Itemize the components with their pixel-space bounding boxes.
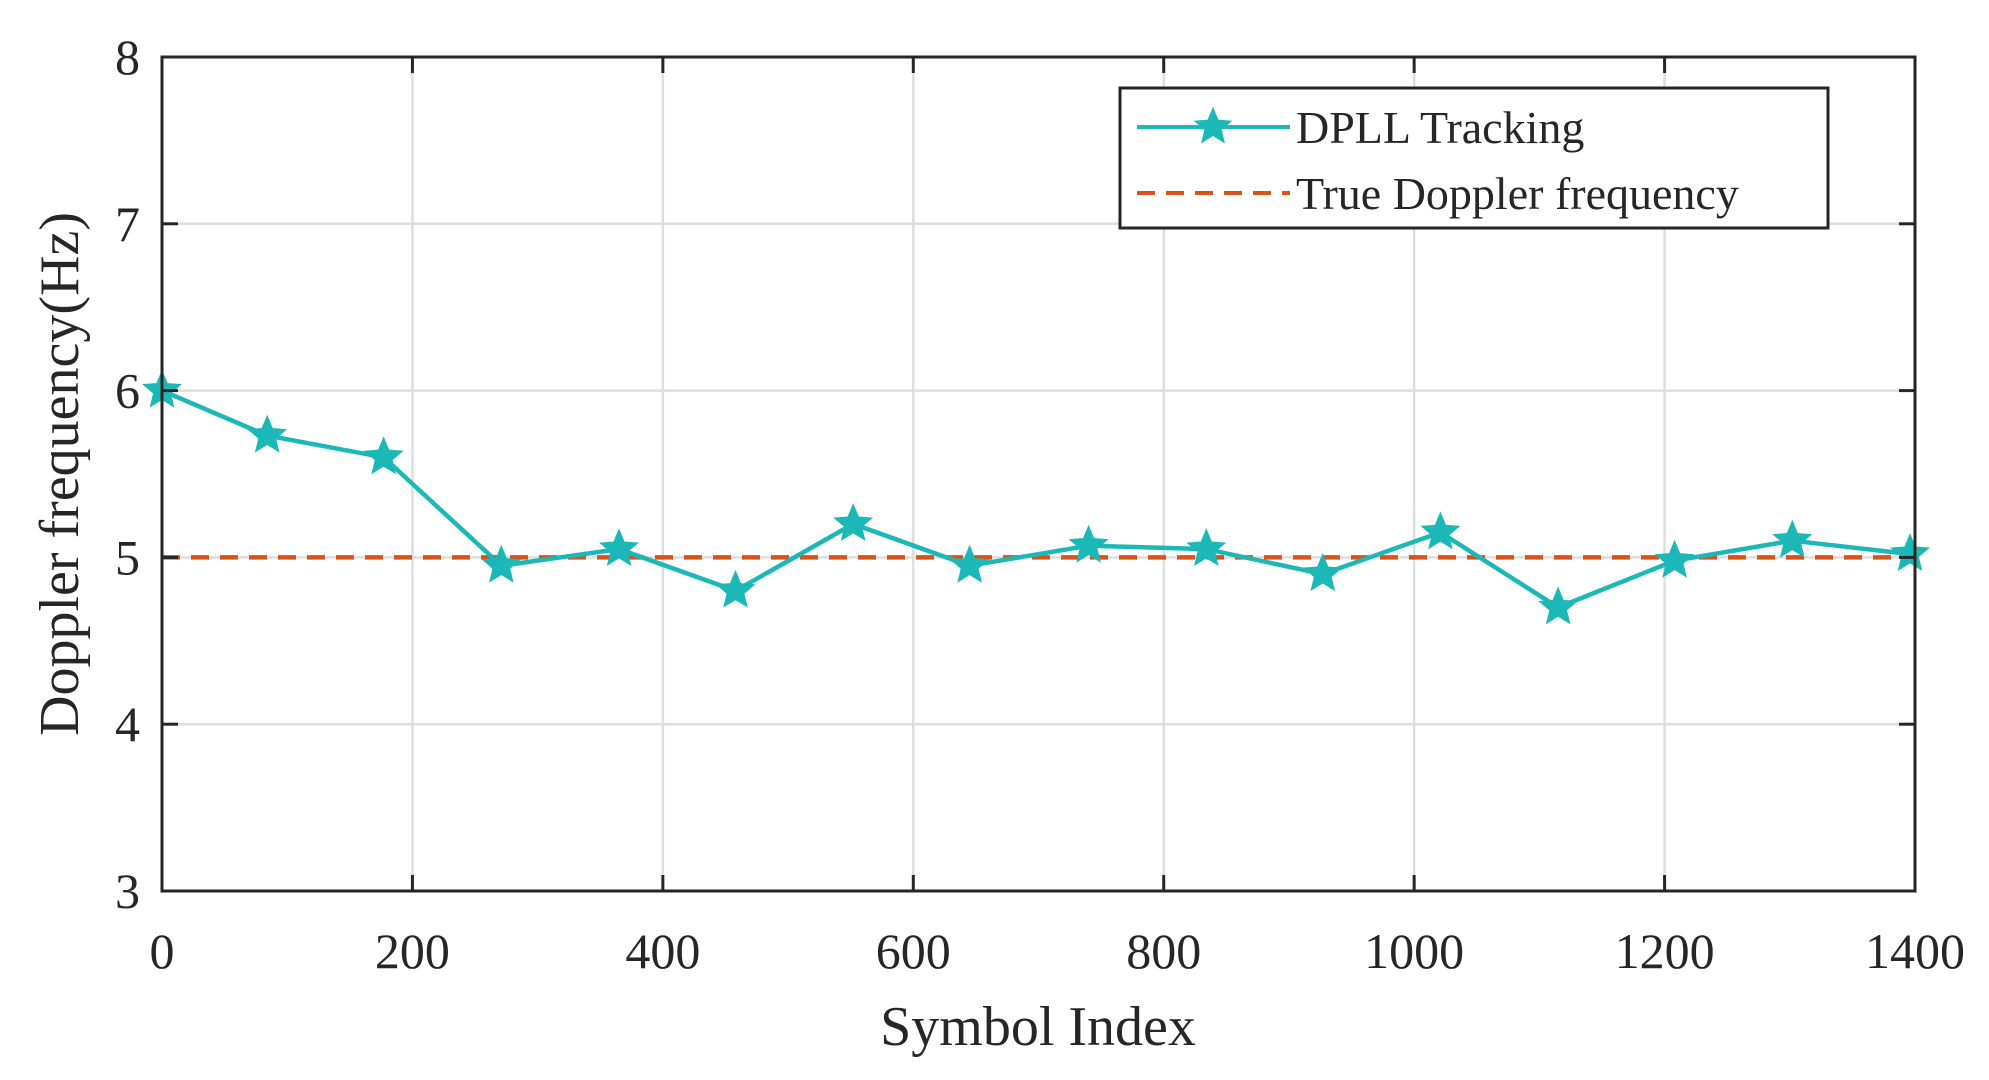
x-axis-label: Symbol Index [880,996,1196,1058]
data-point-star [715,569,756,608]
data-point-star [247,414,288,453]
y-tick-label: 4 [115,696,140,752]
data-point-star [1420,511,1461,550]
data-point-star [1890,533,1930,571]
data-point-star [1186,528,1227,566]
y-tick-label: 3 [115,863,140,919]
data-point-star [1772,519,1813,558]
data-point-star [833,503,874,541]
series-dpll-tracking-line [161,388,1911,610]
y-axis-label: Doppler frequency(Hz) [29,212,91,736]
data-point-star [481,544,522,583]
x-tick-label: 0 [150,923,175,979]
ticks [160,55,1917,893]
legend-box [1118,86,1830,230]
legend-label-true-doppler-frequency: True Doppler frequency [1296,168,1739,219]
data-point-star [1654,539,1695,578]
x-tick-label: 1200 [1615,923,1715,979]
y-tick-label: 5 [115,529,140,585]
data-point-star [1068,524,1109,563]
x-tick-label: 200 [375,923,450,979]
data-point-star [1302,553,1343,592]
x-tick-label: 400 [625,923,700,979]
y-tick-label: 6 [115,363,140,419]
plot-frame [160,55,1917,893]
legend-label-dpll-tracking: DPLL Tracking [1296,102,1584,153]
x-tick-label: 1000 [1364,923,1464,979]
x-tick-label: 1400 [1865,923,1965,979]
tick-labels: 0 200 400 600 800 1000 1200 1400 3 4 5 6 7 8 [115,29,1965,979]
legend-marker-star-icon [1193,106,1233,144]
x-tick-label: 800 [1126,923,1201,979]
legend: DPLL Tracking True Doppler frequency [1118,86,1830,230]
y-tick-label: 7 [115,196,140,252]
data-point-star [599,528,639,566]
data-point-star [949,544,990,583]
x-tick-label: 600 [876,923,951,979]
data-point-star [1538,586,1579,625]
series-layer [142,369,1930,625]
y-tick-label: 8 [115,29,140,85]
data-point-star [363,436,404,475]
